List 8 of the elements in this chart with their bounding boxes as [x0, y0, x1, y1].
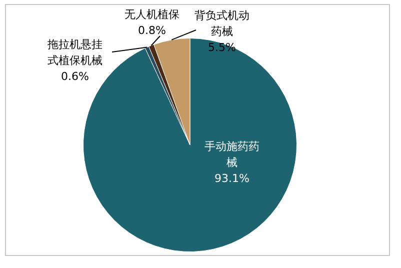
slice-label: 无人机植保: [124, 8, 180, 21]
slice-label: 手动施药药械: [204, 140, 260, 169]
slice-label: 拖拉机悬挂式植保机械: [46, 38, 102, 67]
slice-label: 背负式机动药械: [194, 8, 250, 38]
data-label: 5.5%: [208, 40, 236, 54]
data-label: 0.6%: [61, 70, 89, 83]
data-label: 93.1%: [214, 172, 250, 185]
data-label: 0.8%: [138, 24, 166, 37]
